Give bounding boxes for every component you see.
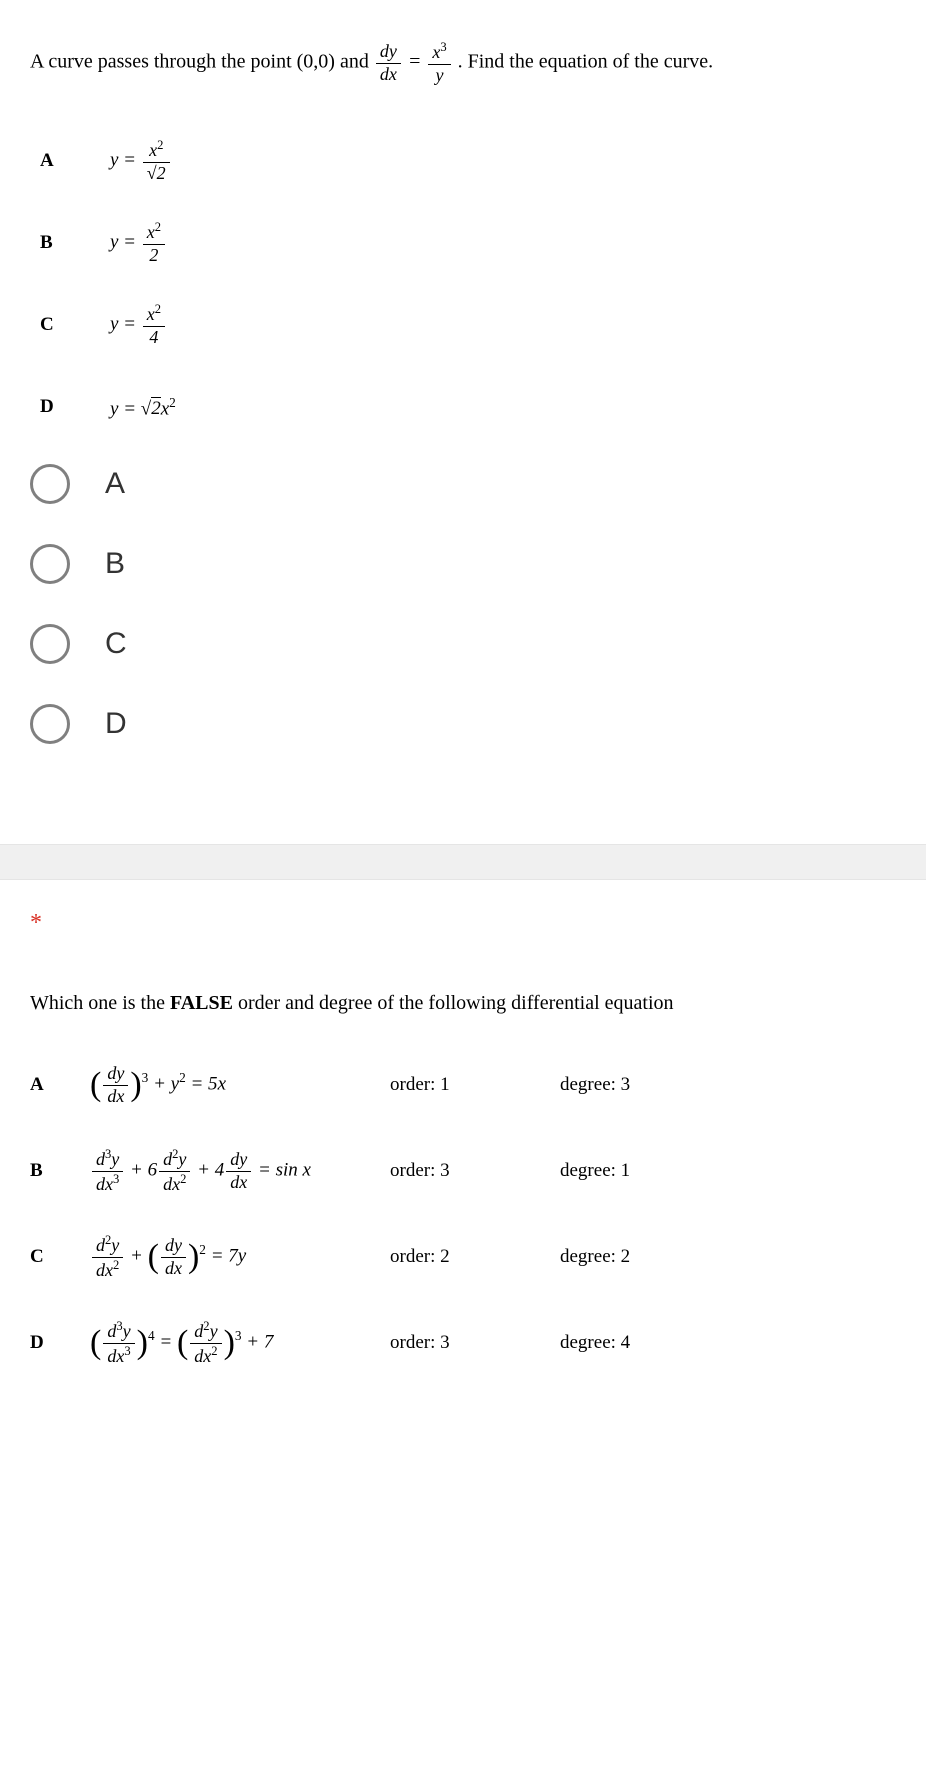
q2-option-b: B d3ydx3 + 6d2ydx2 + 4dydx = sin x order… bbox=[30, 1145, 896, 1197]
q1-radio-list: A B C D bbox=[30, 464, 896, 744]
radio-b[interactable]: B bbox=[30, 544, 896, 584]
q1-options: A y = x2 √2 B y = x2 2 C y = bbox=[40, 136, 896, 432]
q2-option-a: A (dydx)3 + y2 = 5x order: 1 degree: 3 bbox=[30, 1059, 896, 1111]
radio-circle-icon bbox=[30, 464, 70, 504]
radio-c[interactable]: C bbox=[30, 624, 896, 664]
q1-option-d-math: y = √2x2 bbox=[110, 395, 176, 420]
q2-option-d-eq: (d3ydx3)4 = (d2ydx2)3 + 7 bbox=[90, 1319, 390, 1367]
q2-option-a-eq: (dydx)3 + y2 = 5x bbox=[90, 1063, 390, 1107]
q1-prompt: A curve passes through the point (0,0) a… bbox=[30, 40, 896, 86]
q1-option-a: A y = x2 √2 bbox=[40, 136, 896, 186]
q1-prompt-post: . Find the equation of the curve. bbox=[458, 51, 714, 73]
radio-circle-icon bbox=[30, 704, 70, 744]
q2-option-c: C d2ydx2 + (dydx)2 = 7y order: 2 degree:… bbox=[30, 1231, 896, 1283]
q1-prompt-pre: A curve passes through the point (0,0) a… bbox=[30, 51, 374, 73]
q1-option-a-math: y = x2 √2 bbox=[110, 138, 172, 184]
q2-options: A (dydx)3 + y2 = 5x order: 1 degree: 3 B… bbox=[30, 1059, 896, 1369]
radio-d[interactable]: D bbox=[30, 704, 896, 744]
radio-circle-icon bbox=[30, 624, 70, 664]
q1-math-dydx: dy dx = x3 y bbox=[374, 40, 453, 86]
question-1-block: A curve passes through the point (0,0) a… bbox=[0, 0, 926, 824]
question-2-block: Which one is the FALSE order and degree … bbox=[0, 977, 926, 1443]
q1-option-b: B y = x2 2 bbox=[40, 218, 896, 268]
radio-circle-icon bbox=[30, 544, 70, 584]
q2-prompt: Which one is the FALSE order and degree … bbox=[30, 987, 896, 1019]
q1-option-d: D y = √2x2 bbox=[40, 382, 896, 432]
q1-option-c-math: y = x2 4 bbox=[110, 302, 167, 348]
q1-option-c: C y = x2 4 bbox=[40, 300, 896, 350]
q2-option-c-eq: d2ydx2 + (dydx)2 = 7y bbox=[90, 1233, 390, 1281]
equals: = bbox=[408, 51, 427, 73]
q2-option-b-eq: d3ydx3 + 6d2ydx2 + 4dydx = sin x bbox=[90, 1147, 390, 1195]
required-mark: * bbox=[0, 880, 926, 977]
q2-option-d: D (d3ydx3)4 = (d2ydx2)3 + 7 order: 3 deg… bbox=[30, 1317, 896, 1369]
question-divider bbox=[0, 844, 926, 880]
q1-option-b-math: y = x2 2 bbox=[110, 220, 167, 266]
radio-a[interactable]: A bbox=[30, 464, 896, 504]
